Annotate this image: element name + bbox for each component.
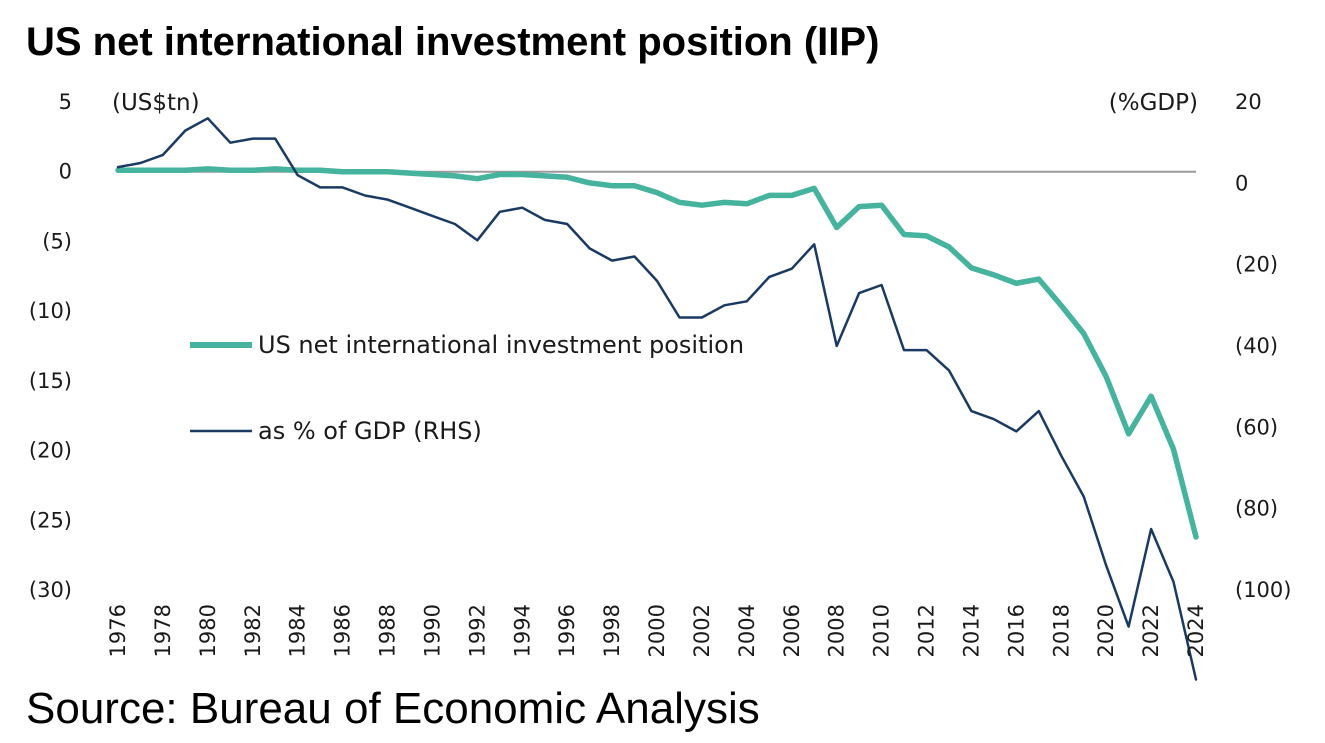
- x-tick-label: 2022: [1139, 604, 1163, 657]
- left-tick-label: (5): [42, 229, 72, 253]
- series-line-iip: [115, 166, 1199, 540]
- x-tick-label: 2024: [1184, 604, 1208, 657]
- x-tick-label: 1992: [465, 604, 489, 657]
- x-tick-label: 2008: [825, 604, 849, 657]
- right-axis-unit-label: (%GDP): [1109, 90, 1198, 116]
- x-tick-label: 1990: [420, 604, 444, 657]
- x-axis-ticks: 1976 1978 1980 1982 1984 1986 1988 1990 1992 1994…: [106, 604, 1208, 657]
- x-tick-label: 2004: [735, 604, 759, 657]
- left-tick-label: (15): [29, 369, 72, 393]
- x-tick-label: 2010: [870, 604, 894, 657]
- left-tick-label: (30): [29, 578, 72, 602]
- x-tick-label: 1986: [331, 604, 355, 657]
- right-tick-label: (60): [1235, 415, 1278, 439]
- x-tick-label: 1984: [286, 604, 310, 657]
- legend-label-pct-gdp: as % of GDP (RHS): [258, 417, 482, 445]
- series-layer: [115, 117, 1199, 681]
- x-tick-label: 2006: [780, 604, 804, 657]
- x-tick-label: 2020: [1094, 604, 1118, 657]
- left-tick-label: (20): [29, 439, 72, 463]
- right-tick-label: (80): [1235, 497, 1278, 521]
- x-tick-label: 2018: [1049, 604, 1073, 657]
- right-tick-label: (40): [1235, 334, 1278, 358]
- x-tick-label: 2012: [915, 604, 939, 657]
- source-note: Source: Bureau of Economic Analysis: [26, 684, 760, 733]
- x-tick-label: 2016: [1004, 604, 1028, 657]
- left-tick-label: (25): [29, 508, 72, 532]
- x-tick-label: 2014: [959, 604, 983, 657]
- chart-title: US net international investment position…: [26, 20, 880, 64]
- legend: US net international investment position…: [190, 331, 744, 445]
- left-axis-ticks: 5 0 (5) (10) (15) (20) (25) (30): [29, 90, 72, 602]
- right-tick-label: 0: [1235, 171, 1248, 195]
- x-tick-label: 1976: [106, 604, 130, 657]
- x-tick-label: 1994: [510, 604, 534, 657]
- x-tick-label: 1980: [196, 604, 220, 657]
- left-tick-label: (10): [29, 299, 72, 323]
- series-line-pct-gdp: [116, 117, 1198, 681]
- left-tick-label: 5: [59, 90, 72, 114]
- right-tick-label: (100): [1235, 578, 1291, 602]
- left-axis-unit-label: (US$tn): [112, 90, 200, 116]
- x-tick-label: 1988: [376, 604, 400, 657]
- x-tick-label: 2000: [645, 604, 669, 657]
- x-tick-label: 1978: [151, 604, 175, 657]
- x-tick-label: 2002: [690, 604, 714, 657]
- right-axis-ticks: 20 0 (20) (40) (60) (80) (100): [1235, 90, 1291, 602]
- x-tick-label: 1998: [600, 604, 624, 657]
- right-tick-label: (20): [1235, 253, 1278, 277]
- x-tick-label: 1982: [241, 604, 265, 657]
- x-tick-label: 1996: [555, 604, 579, 657]
- left-tick-label: 0: [59, 160, 72, 184]
- right-tick-label: 20: [1235, 90, 1262, 114]
- legend-label-iip: US net international investment position: [258, 331, 744, 359]
